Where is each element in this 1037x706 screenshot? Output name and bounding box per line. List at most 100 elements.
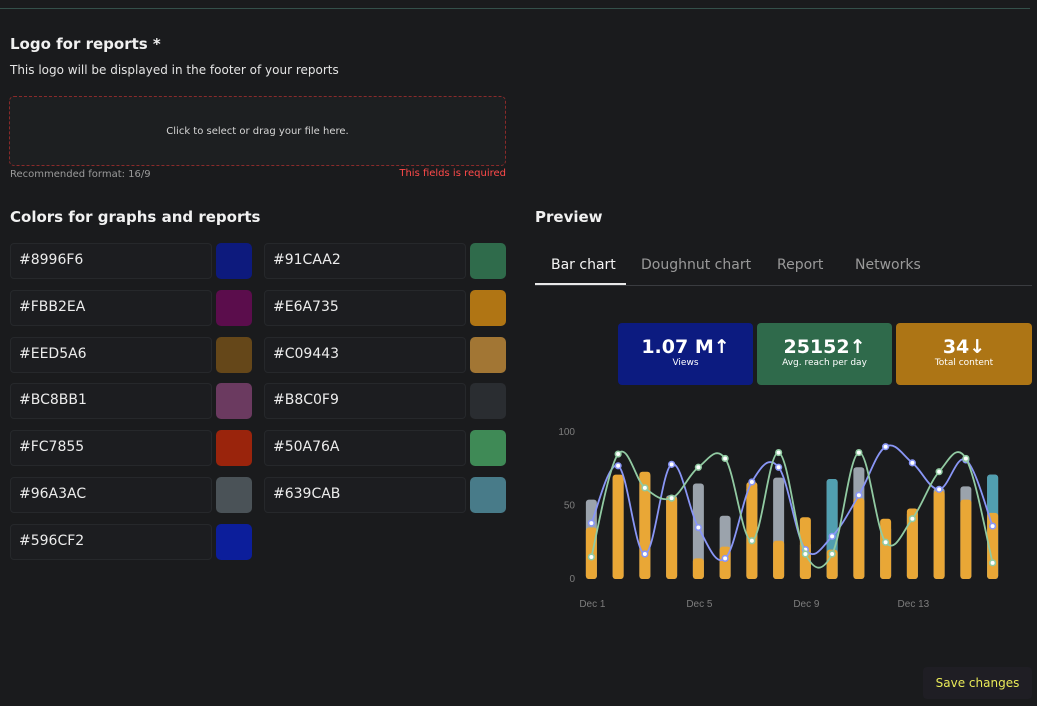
line-point: [668, 494, 676, 502]
color-hex-input[interactable]: #E6A735: [264, 290, 466, 326]
color-swatch[interactable]: [470, 290, 506, 326]
line-point: [935, 485, 943, 493]
color-hex-input[interactable]: #B8C0F9: [264, 383, 466, 419]
line-point: [882, 443, 890, 451]
logo-section-subtitle: This logo will be displayed in the foote…: [10, 63, 339, 77]
x-tick-label: Dec 13: [898, 599, 930, 610]
tab-networks[interactable]: Networks: [855, 257, 921, 273]
line-point: [614, 462, 622, 470]
bar: [960, 499, 972, 579]
color-hex-input[interactable]: #639CAB: [264, 477, 466, 513]
stat-value: 25152↑: [783, 336, 866, 358]
bar: [666, 496, 678, 579]
bar: [692, 483, 704, 579]
line-point: [694, 463, 702, 471]
line-point: [587, 519, 595, 527]
bar: [692, 558, 704, 579]
series-line: [590, 450, 994, 569]
color-hex-input[interactable]: #50A76A: [264, 430, 466, 466]
tab-bar-chart[interactable]: Bar chart: [551, 257, 616, 273]
bar: [746, 481, 758, 579]
tab-report[interactable]: Report: [777, 257, 824, 273]
color-hex-input[interactable]: #96A3AC: [10, 477, 212, 513]
stat-value: 34↓: [942, 336, 986, 358]
colors-section-title: Colors for graphs and reports: [10, 208, 261, 226]
color-swatch[interactable]: [216, 243, 252, 279]
x-tick-label: Dec 1: [579, 599, 606, 610]
bar: [773, 540, 785, 579]
color-hex-input[interactable]: #91CAA2: [264, 243, 466, 279]
line-point: [855, 448, 863, 457]
series-line: [590, 444, 994, 562]
color-hex-input[interactable]: #EED5A6: [10, 337, 212, 373]
color-swatch[interactable]: [470, 430, 506, 466]
stat-value: 1.07 M↑: [641, 336, 730, 358]
line-point: [614, 450, 622, 458]
line-point: [989, 522, 997, 530]
line-point: [908, 459, 916, 467]
line-point: [855, 491, 863, 499]
color-hex-input[interactable]: #8996F6: [10, 243, 212, 279]
color-hex-input[interactable]: #FC7855: [10, 430, 212, 466]
line-point: [775, 448, 783, 457]
color-swatch[interactable]: [470, 243, 506, 279]
preview-title: Preview: [535, 208, 603, 226]
color-hex-input[interactable]: #BC8BB1: [10, 383, 212, 419]
color-swatch[interactable]: [216, 383, 252, 419]
line-point: [908, 515, 916, 523]
bar: [853, 498, 865, 579]
line-point: [935, 468, 943, 476]
line-point: [641, 484, 649, 492]
y-tick-label: 100: [558, 427, 575, 438]
stat-label: Views: [672, 358, 699, 368]
line-point: [882, 538, 890, 546]
logo-dropzone[interactable]: Click to select or drag your file here.: [9, 96, 506, 166]
line-point: [801, 550, 809, 558]
stat-label: Avg. reach per day: [782, 358, 867, 368]
line-point: [721, 454, 729, 463]
bar: [612, 474, 624, 579]
logo-section-title: Logo for reports *: [10, 35, 161, 53]
line-point: [587, 553, 595, 561]
stat-card-avg-reach: 25152↑ Avg. reach per day: [757, 323, 892, 385]
line-point: [721, 554, 729, 563]
y-tick-label: 50: [564, 501, 576, 512]
line-point: [694, 523, 702, 532]
preview-tabs: Bar chart Doughnut chart Report Networks: [535, 250, 1032, 286]
line-point: [775, 463, 783, 471]
stat-card-total-content: 34↓ Total content: [896, 323, 1032, 385]
recommended-format-hint: Recommended format: 16/9: [10, 169, 151, 180]
color-swatch[interactable]: [216, 477, 252, 513]
required-error: This fields is required: [399, 168, 506, 179]
line-point: [828, 550, 836, 558]
y-tick-label: 0: [569, 574, 575, 585]
active-tab-indicator: [535, 283, 626, 285]
color-swatch[interactable]: [470, 337, 506, 373]
line-point: [748, 537, 756, 545]
color-swatch[interactable]: [216, 430, 252, 466]
stat-card-views: 1.07 M↑ Views: [618, 323, 753, 385]
color-swatch[interactable]: [470, 477, 506, 513]
save-changes-button[interactable]: Save changes: [923, 667, 1032, 699]
color-swatch[interactable]: [216, 524, 252, 560]
line-point: [668, 460, 676, 468]
color-hex-input[interactable]: #FBB2EA: [10, 290, 212, 326]
bar: [933, 490, 945, 579]
x-tick-label: Dec 5: [686, 599, 713, 610]
line-point: [641, 550, 649, 558]
preview-bar-chart: 0 50 100 Dec 1 Dec 5 Dec 9 Dec 13: [558, 427, 999, 610]
color-swatch[interactable]: [216, 290, 252, 326]
dropzone-text: Click to select or drag your file here.: [166, 125, 349, 137]
line-point: [989, 559, 997, 567]
color-swatch[interactable]: [216, 337, 252, 373]
color-swatch[interactable]: [470, 383, 506, 419]
bar: [880, 518, 892, 579]
stat-label: Total content: [934, 358, 994, 368]
bar: [826, 549, 838, 579]
color-hex-input[interactable]: #596CF2: [10, 524, 212, 560]
x-tick-label: Dec 9: [793, 599, 820, 610]
bar: [906, 508, 918, 579]
line-point: [962, 454, 970, 463]
tab-doughnut-chart[interactable]: Doughnut chart: [641, 257, 752, 273]
color-hex-input[interactable]: #C09443: [264, 337, 466, 373]
